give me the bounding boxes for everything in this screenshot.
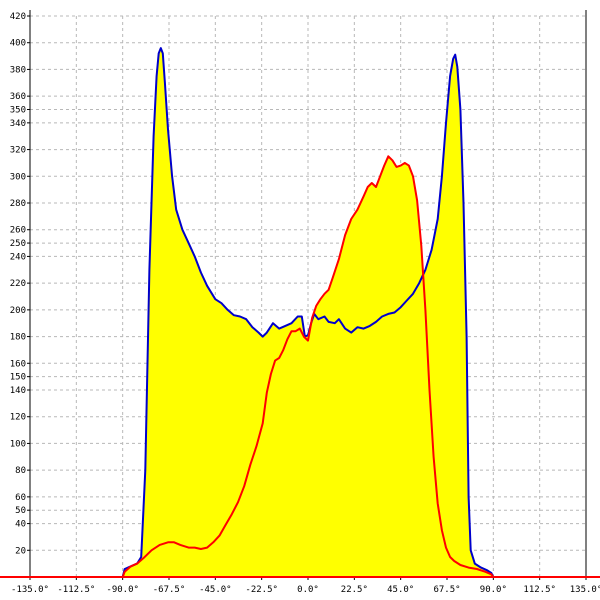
- x-tick-label: 22.5°: [341, 585, 368, 595]
- grid-layer: [29, 15, 587, 577]
- x-tick-label: 90.0°: [480, 585, 507, 595]
- x-tick-label: -22.5°: [245, 585, 278, 595]
- x-tick-label: -112.5°: [57, 585, 95, 595]
- y-tick-label: 280: [10, 199, 26, 209]
- series-2-line: [121, 155, 495, 578]
- y-tick-label: 250: [10, 239, 26, 249]
- tick-label-layer: 20 40 50 60 80 100 120 140 150 160 180 200 220 240 250…: [10, 12, 600, 595]
- y-tick-label: 380: [10, 65, 26, 75]
- y-tick-label: 50: [15, 506, 26, 516]
- y-tick-label: 350: [10, 106, 26, 116]
- y-tick-label: 180: [10, 333, 26, 343]
- y-tick-label: 420: [10, 12, 26, 22]
- x-tick-label: -67.5°: [153, 585, 186, 595]
- x-tick-label: 135.0°: [570, 585, 600, 595]
- y-tick-label: 340: [10, 119, 26, 129]
- y-tick-label: 80: [15, 466, 26, 476]
- x-tick-label: -135.0°: [11, 585, 49, 595]
- x-tick-label: -90.0°: [106, 585, 139, 595]
- y-tick-label: 400: [10, 39, 26, 49]
- y-tick-label: 360: [10, 92, 26, 102]
- y-tick-label: 120: [10, 413, 26, 423]
- line-layer: [121, 47, 495, 578]
- y-tick-label: 260: [10, 226, 26, 236]
- series-2-area: [122, 156, 494, 578]
- x-tick-label: 0.0°: [297, 585, 319, 595]
- x-tick-label: -45.0°: [199, 585, 232, 595]
- x-tick-label: 112.5°: [523, 585, 556, 595]
- y-tick-label: 150: [10, 373, 26, 383]
- area-layer: [122, 48, 494, 578]
- axis-layer: [0, 10, 600, 580]
- y-tick-label: 140: [10, 386, 26, 396]
- y-tick-label: 320: [10, 146, 26, 156]
- x-tick-label: 67.5°: [433, 585, 460, 595]
- y-tick-label: 160: [10, 359, 26, 369]
- y-tick-label: 200: [10, 306, 26, 316]
- y-tick-label: 40: [15, 520, 26, 530]
- y-tick-label: 100: [10, 439, 26, 449]
- y-tick-label: 20: [15, 546, 26, 556]
- x-tick-label: 45.0°: [387, 585, 414, 595]
- y-tick-label: 60: [15, 493, 26, 503]
- y-tick-label: 220: [10, 279, 26, 289]
- y-tick-label: 300: [10, 172, 26, 182]
- y-tick-label: 240: [10, 252, 26, 262]
